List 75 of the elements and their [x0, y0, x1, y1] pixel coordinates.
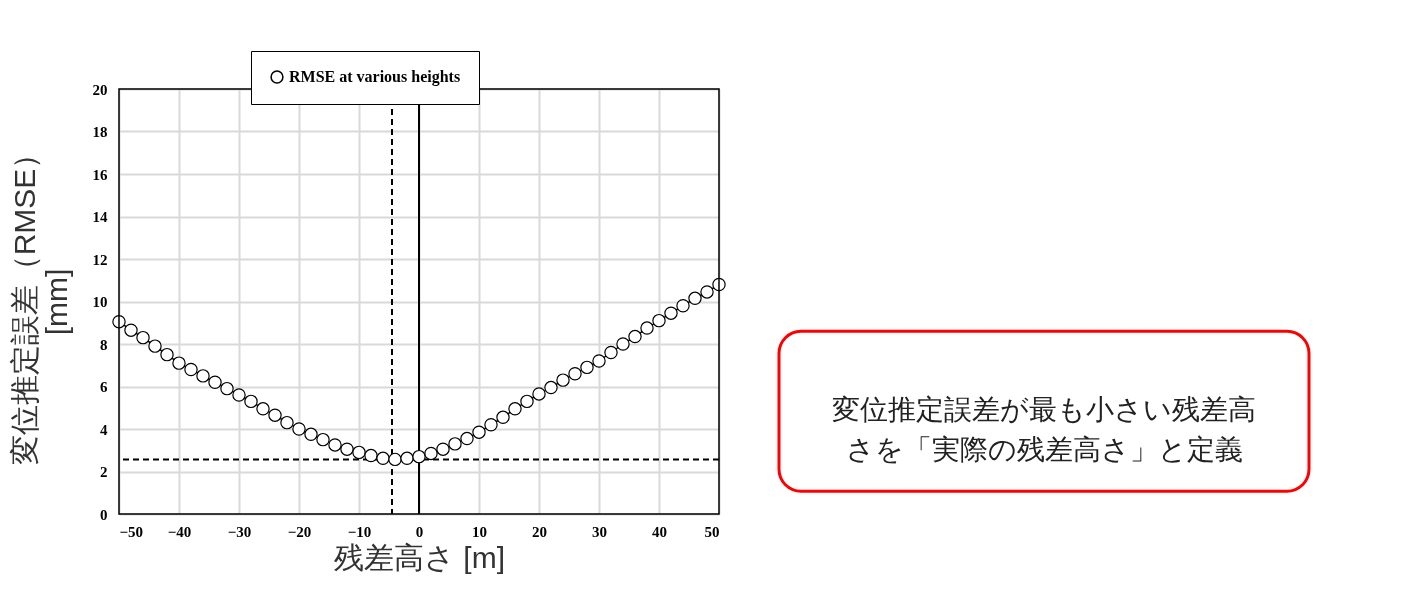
- point: [220, 381, 234, 396]
- y-tick-label: 2: [100, 464, 108, 480]
- point: [352, 445, 366, 460]
- legend-label: RMSE at various heights: [289, 68, 461, 86]
- point: [376, 451, 390, 466]
- point: [148, 339, 162, 353]
- point: [328, 438, 342, 452]
- point: [388, 452, 402, 467]
- point: [124, 323, 138, 337]
- x-tick-label: −50: [119, 523, 144, 540]
- point: [196, 369, 210, 383]
- x-tick-label: 50: [704, 523, 720, 540]
- y-tick-label: 20: [92, 81, 108, 98]
- point: [304, 427, 318, 442]
- point: [448, 437, 462, 451]
- y-tick-label: 8: [100, 336, 108, 353]
- point: [160, 347, 174, 362]
- point: [424, 446, 438, 461]
- y-tick-label: 4: [100, 421, 108, 438]
- x-tick-label: 30: [592, 523, 607, 540]
- text: 変位推定誤差が最も小さい残差高さを「実際の残差高さ」と定義: [832, 394, 1256, 466]
- point: [184, 362, 198, 377]
- point: [472, 425, 486, 439]
- x-tick-label: 40: [652, 523, 667, 540]
- point: [412, 449, 426, 464]
- y-tick-label: 18: [92, 124, 108, 140]
- point: [484, 418, 498, 432]
- point: [520, 394, 534, 409]
- point: [256, 402, 270, 416]
- point: [364, 448, 378, 463]
- x-tick-label: −20: [287, 523, 312, 540]
- y-tick-label: 6: [100, 379, 108, 395]
- y-tick-label: 12: [92, 251, 108, 268]
- point: [640, 321, 654, 335]
- point: [340, 442, 354, 456]
- point: [400, 451, 414, 466]
- point: [568, 367, 582, 381]
- x-tick-label: 20: [532, 523, 547, 540]
- y-axis-title: 変位推定誤差（RMSE） [mm]: [7, 138, 73, 466]
- y-tick-label: 0: [100, 506, 108, 523]
- x-tick-label: 0: [415, 523, 424, 540]
- x-tick-label: −40: [167, 523, 192, 540]
- x-axis-title: 残差高さ [m]: [334, 540, 505, 574]
- y-tick-label: 14: [92, 209, 108, 225]
- point: [652, 313, 666, 328]
- x-tick-label: −10: [347, 523, 372, 540]
- point: [532, 387, 546, 401]
- point: [208, 375, 222, 389]
- point: [544, 380, 558, 395]
- point: [232, 388, 246, 402]
- point: [292, 422, 306, 436]
- point: [508, 402, 522, 416]
- point: [268, 408, 282, 422]
- point: [280, 415, 294, 430]
- x-tick-label: 10: [472, 523, 487, 540]
- point: [436, 442, 450, 456]
- point: [700, 285, 714, 299]
- point: [604, 345, 618, 360]
- point: [172, 356, 186, 370]
- point: [688, 291, 702, 306]
- y-tick-label: 16: [92, 166, 108, 183]
- point: [244, 394, 258, 409]
- point: [628, 329, 642, 344]
- point: [496, 410, 510, 425]
- point: [316, 432, 330, 447]
- y-tick-label: 10: [92, 294, 108, 310]
- point: [580, 360, 594, 375]
- point: [460, 431, 474, 446]
- point: [676, 299, 690, 313]
- x-tick-label: −30: [227, 523, 252, 540]
- point: [616, 337, 630, 351]
- point: [556, 373, 570, 387]
- point: [592, 354, 606, 368]
- point: [136, 330, 150, 345]
- point: [664, 306, 678, 320]
